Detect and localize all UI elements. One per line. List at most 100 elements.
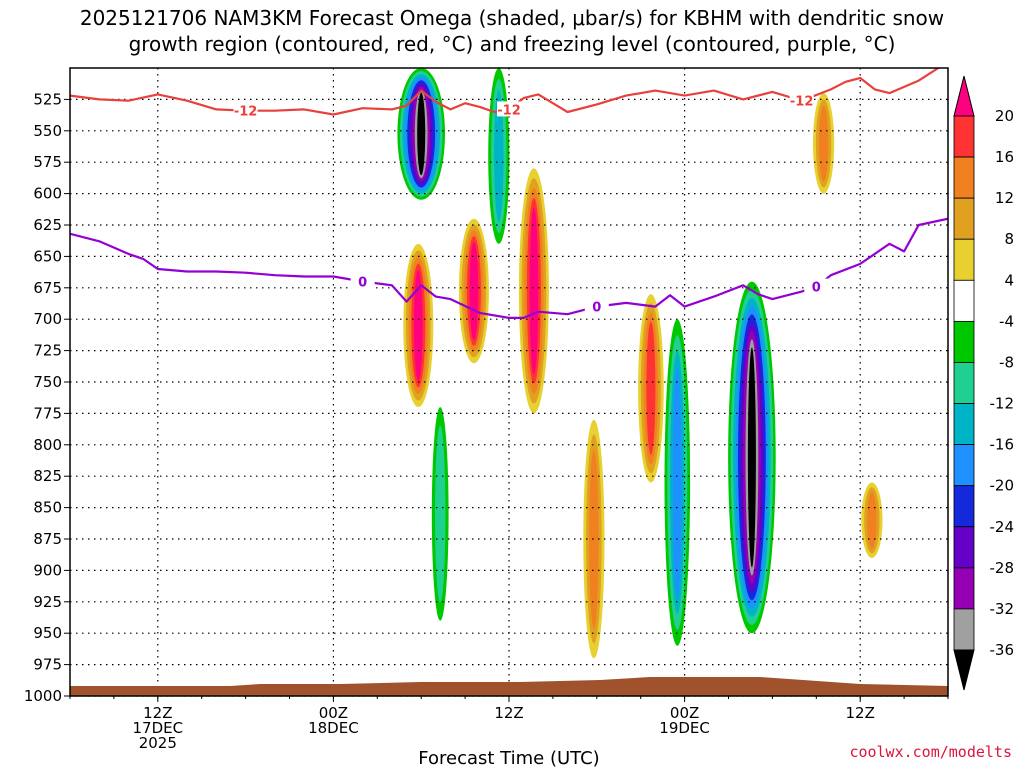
omega-feature-11 — [861, 482, 883, 558]
dgz-contour-minus12-label-0: -12 — [234, 105, 258, 120]
y-tick-label-750: 750 — [33, 373, 62, 391]
colorbar-label-13: -36 — [990, 641, 1015, 659]
omega-feature-9 — [728, 281, 776, 634]
colorbar-swatch-5 — [953, 320, 975, 363]
y-tick-label-675: 675 — [33, 279, 62, 297]
colorbar-label-5: -4 — [999, 312, 1014, 330]
omega-band-4-2 — [494, 89, 504, 222]
colorbar-label-1: 16 — [995, 148, 1014, 166]
terrain-ridge — [70, 677, 948, 696]
plot-area: -12 -12 -12 0 0 0 — [69, 67, 949, 697]
freezing-level-contour-label-bg-0 — [350, 273, 375, 289]
y-tick-label-550: 550 — [33, 122, 62, 140]
x-tick-label-0-0: 12Z — [143, 704, 172, 722]
omega-band-1-4 — [414, 270, 423, 381]
y-tick-label-950: 950 — [33, 624, 62, 642]
dgz-contour-minus12-label-bg-0 — [233, 102, 258, 118]
freezing-level-contour-label-bg-1 — [584, 298, 609, 314]
freezing-level-contour-label-1: 0 — [592, 301, 601, 316]
y-tick-label-775: 775 — [33, 404, 62, 422]
dgz-contour-minus12-label-1: -12 — [497, 103, 521, 118]
omega-feature-8 — [664, 319, 691, 646]
omega-band-9-8 — [747, 347, 756, 568]
colorbar-label-6: -8 — [999, 353, 1014, 371]
colorbar-label-11: -28 — [990, 559, 1015, 577]
omega-band-11-2 — [867, 491, 877, 549]
colorbar-swatch-0 — [953, 115, 975, 158]
y-tick-label-825: 825 — [33, 467, 62, 485]
x-tick-label-3-0: 00Z — [670, 704, 699, 722]
dgz-contour-minus12-label-2: -12 — [790, 95, 814, 110]
omega-feature-6 — [583, 419, 605, 659]
omega-band-5-1 — [435, 425, 446, 603]
y-tick-label-975: 975 — [33, 656, 62, 674]
y-tick-label-725: 725 — [33, 342, 62, 360]
colorbar-swatch-7 — [953, 403, 975, 446]
dgz-contour-minus12-label-bg-2 — [789, 92, 814, 108]
colorbar-swatch-12 — [953, 608, 975, 651]
x-tick-label-0-2: 2025 — [139, 734, 177, 752]
colorbar-label-4: 4 — [1004, 271, 1014, 289]
omega-band-2-4 — [469, 241, 479, 340]
colorbar-top-arrow — [953, 75, 975, 117]
x-tick-label-3-1: 19DEC — [659, 719, 710, 737]
credit-text: coolwx.com/modelts — [849, 743, 1012, 761]
x-tick-label-1-1: 18DEC — [308, 719, 359, 737]
colorbar-label-0: 20 — [995, 107, 1014, 125]
freezing-level-contour-label-0: 0 — [358, 276, 367, 291]
colorbar-label-9: -20 — [990, 477, 1015, 495]
contour-lines: -12 -12 -12 0 0 0 — [70, 68, 948, 319]
omega-feature-5 — [431, 407, 449, 621]
pressure-gridlines — [70, 68, 948, 697]
colorbar-swatch-1 — [953, 156, 975, 199]
colorbar-swatch-3 — [953, 238, 975, 281]
colorbar-bottom-arrow — [953, 649, 975, 691]
x-tick-label-1-0: 00Z — [319, 704, 348, 722]
colorbar-swatch-6 — [953, 362, 975, 404]
colorbar-swatch-10 — [953, 526, 975, 569]
freezing-level-contour-label-2: 0 — [812, 281, 821, 296]
y-tick-label-850: 850 — [33, 499, 62, 517]
omega-feature-1 — [403, 243, 434, 408]
omega-feature-4 — [488, 68, 510, 244]
colorbar-label-3: 8 — [1004, 230, 1014, 248]
omega-band-0-8 — [417, 92, 426, 176]
omega-feature-3 — [518, 168, 549, 414]
x-tick-label-0-1: 17DEC — [133, 719, 184, 737]
x-tick-label-2-0: 12Z — [494, 704, 523, 722]
omega-band-7-3 — [646, 321, 656, 455]
x-axis-label: Forecast Time (UTC) — [418, 748, 599, 768]
omega-band-8-3 — [672, 367, 682, 598]
colorbar-label-12: -32 — [990, 600, 1015, 618]
colorbar-swatch-8 — [953, 444, 975, 487]
colorbar-label-8: -16 — [990, 436, 1015, 454]
omega-band-3-4 — [529, 207, 539, 374]
omega-feature-10 — [813, 93, 835, 194]
chart-title-line1: 2025121706 NAM3KM Forecast Omega (shaded… — [80, 6, 944, 30]
colorbar-label-10: -24 — [990, 518, 1015, 536]
omega-band-6-2 — [589, 449, 599, 629]
y-tick-label-900: 900 — [33, 561, 62, 579]
dgz-contour-minus12-label-bg-1 — [497, 101, 521, 117]
colorbar-swatch-9 — [953, 485, 975, 528]
colorbar-swatch-2 — [953, 197, 975, 240]
y-tick-label-650: 650 — [33, 247, 62, 265]
omega-feature-7 — [638, 294, 664, 483]
omega-feature-2 — [458, 218, 489, 364]
y-tick-label-625: 625 — [33, 216, 62, 234]
freezing-level-contour-label-bg-2 — [804, 278, 829, 294]
omega-feature-0 — [397, 68, 445, 200]
y-tick-label-575: 575 — [33, 153, 62, 171]
colorbar-swatch-11 — [953, 567, 975, 610]
y-tick-label-600: 600 — [33, 185, 62, 203]
colorbar-label-2: 12 — [995, 189, 1014, 207]
colorbar-label-7: -12 — [990, 395, 1015, 413]
y-tick-label-925: 925 — [33, 593, 62, 611]
x-tick-label-4-0: 12Z — [846, 704, 875, 722]
omega-colorbar: 20 16 12 8 4 -4 -8 -12 -16 -20 -24 -28 -32 -36 — [953, 75, 1015, 691]
colorbar-swatch-4 — [953, 279, 975, 322]
y-tick-label-525: 525 — [33, 90, 62, 108]
omega-band-10-2 — [818, 105, 829, 182]
